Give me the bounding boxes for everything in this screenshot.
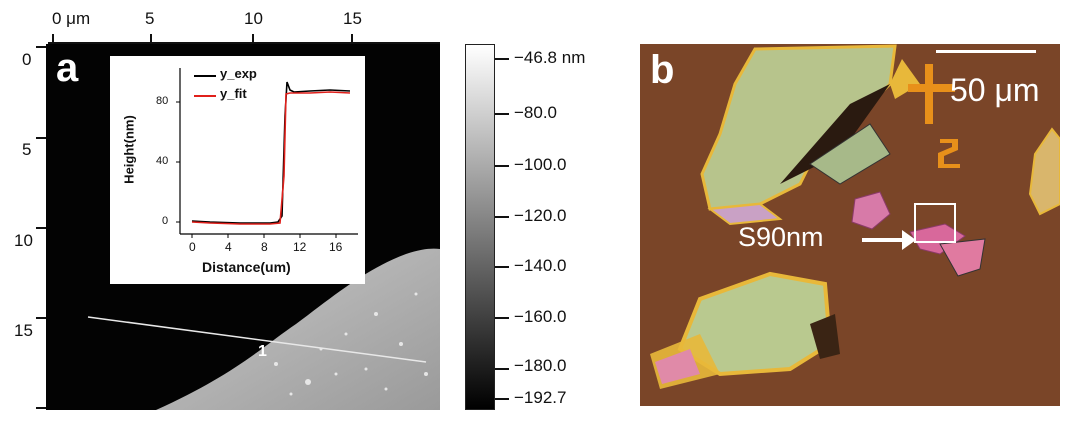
scale-bar-label: 50 μm	[950, 72, 1040, 108]
y-tick-label: 10	[14, 231, 33, 250]
colorbar-label: −192.7	[514, 388, 567, 407]
y-tick-label: 15	[14, 321, 33, 340]
colorbar-label: −46.8 nm	[514, 48, 586, 67]
legend-label: y_fit	[220, 86, 247, 101]
inset-y-tick-label: 80	[156, 95, 169, 107]
inset-y-tick-label: 0	[162, 215, 169, 227]
x-tick	[252, 34, 254, 43]
y-tick	[36, 137, 46, 139]
optical-micrograph	[640, 44, 1060, 406]
region-box	[914, 203, 956, 243]
dark-wedge	[780, 84, 890, 184]
inset-x-tick-label: 16	[329, 240, 343, 254]
sample-annotation: S90nm	[738, 222, 824, 252]
colorbar-tick	[495, 398, 509, 400]
colorbar-label: −140.0	[514, 256, 567, 275]
colorbar-tick	[495, 368, 509, 370]
y-tick-label: 0	[22, 50, 32, 69]
x-tick	[351, 34, 353, 43]
flake-region	[156, 248, 440, 410]
colorbar-tick	[495, 58, 509, 60]
colorbar-tick	[495, 266, 509, 268]
colorbar-label: −160.0	[514, 307, 567, 326]
y-tick	[36, 407, 46, 409]
colorbar-label: −180.0	[514, 356, 567, 375]
colorbar-tick	[495, 165, 509, 167]
inset-y-axis-label: Height(nm)	[121, 115, 137, 184]
y-tick-label: 5	[22, 140, 32, 159]
colorbar-tick	[495, 317, 509, 319]
x-tick-label: 15	[343, 9, 362, 28]
panel-a: 0 μm 5 10 15 0 5 10 15	[14, 9, 586, 410]
inset-plot: y_exp y_fit 0 40 80 0 4 8 12 16 Distance…	[110, 56, 365, 284]
panel-label: b	[650, 48, 675, 92]
inset-plot-svg	[176, 68, 358, 238]
y-tick	[36, 46, 46, 48]
panel-label: a	[56, 46, 79, 90]
series-y-exp	[191, 81, 351, 224]
colorbar-label: −100.0	[514, 155, 567, 174]
colorbar-tick	[495, 216, 509, 218]
inset-y-tick-label: 40	[156, 155, 169, 167]
x-tick	[150, 34, 152, 43]
inset-x-tick-label: 0	[189, 240, 196, 254]
x-tick-label: 10	[244, 9, 263, 28]
profile-line-marker: 1	[258, 343, 267, 360]
x-axis-line	[48, 42, 440, 44]
y-tick	[36, 227, 46, 229]
arrow-head	[902, 230, 916, 250]
series-y-fit	[191, 91, 351, 225]
x-tick-label: 0 μm	[52, 9, 91, 28]
y-tick	[36, 317, 46, 319]
panel-b: b 50 μm S90nm	[640, 44, 1060, 406]
x-tick-label: 5	[145, 9, 155, 28]
alignment-mark	[908, 64, 955, 124]
scale-bar	[936, 50, 1036, 53]
inset-x-tick-label: 12	[293, 240, 307, 254]
legend-label: y_exp	[220, 66, 257, 81]
inset-x-tick-label: 8	[261, 240, 268, 254]
colorbar	[465, 44, 495, 410]
colorbar-label: −80.0	[514, 103, 558, 122]
inset-x-axis-label: Distance(um)	[202, 259, 291, 275]
colorbar-label: −120.0	[514, 206, 567, 225]
profile-line	[87, 316, 427, 363]
x-tick	[52, 34, 54, 43]
colorbar-tick	[495, 113, 509, 115]
inset-x-tick-label: 4	[225, 240, 232, 254]
